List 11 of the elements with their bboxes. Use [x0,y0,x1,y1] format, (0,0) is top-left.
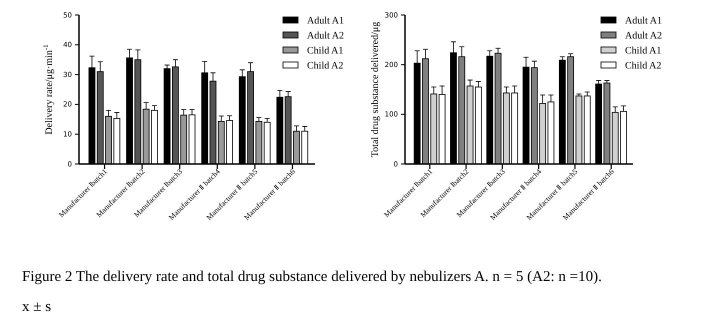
legend-label: Child A2 [307,60,344,72]
text: x ± s [22,298,52,317]
legend-label: Adult A2 [625,30,662,42]
legend-label: Adult A2 [307,30,344,42]
legend-label: Adult A1 [307,16,344,26]
caption: Figure 2 The delivery rate and total drug substance delivered by nebulizers A. n = 5 (A2: n =10). [22,268,602,287]
y-axis-title: Total drug substance delivered/μg [370,22,381,158]
legend-label: Child A2 [625,60,662,72]
legend-label: Child A1 [307,46,344,56]
legend-label: Adult A1 [625,16,662,26]
legend-label: Child A1 [625,46,662,56]
